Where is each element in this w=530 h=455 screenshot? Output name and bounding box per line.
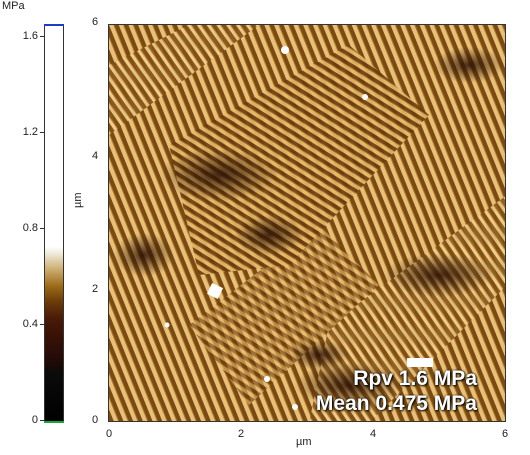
y-tick-0: 0 [92, 414, 99, 426]
x-tick-0: 0 [106, 428, 113, 440]
colorbar-tick-mark [40, 324, 44, 325]
y-tick-4: 4 [92, 150, 99, 162]
rpv-label: Rpv 1.6 MPa [353, 367, 477, 390]
colorbar-tick-0: 0 [31, 414, 38, 426]
colorbar-tick-1-6: 1.6 [22, 30, 38, 42]
colorbar-tick-mark [40, 228, 44, 229]
colorbar [44, 24, 64, 422]
y-tick-2: 2 [92, 283, 99, 295]
x-tick-4: 4 [370, 428, 377, 440]
afm-texture [109, 25, 505, 421]
afm-image: Rpv 1.6 MPa Mean 0.475 MPa [108, 24, 506, 422]
y-axis-unit: µm [72, 192, 84, 208]
x-axis-unit: µm [296, 436, 312, 448]
colorbar-tick-mark [40, 420, 44, 421]
colorbar-tick-0-4: 0.4 [22, 318, 38, 330]
y-tick-6: 6 [92, 16, 99, 28]
x-tick-2: 2 [238, 428, 245, 440]
colorbar-unit: MPa [2, 0, 25, 12]
colorbar-bottom-marker [44, 421, 64, 423]
colorbar-top-marker [44, 24, 64, 26]
colorbar-tick-1-2: 1.2 [22, 126, 38, 138]
colorbar-tick-0-8: 0.8 [22, 222, 38, 234]
x-tick-6: 6 [502, 428, 509, 440]
colorbar-tick-mark [40, 132, 44, 133]
mean-label: Mean 0.475 MPa [315, 392, 477, 415]
colorbar-tick-mark [40, 36, 44, 37]
